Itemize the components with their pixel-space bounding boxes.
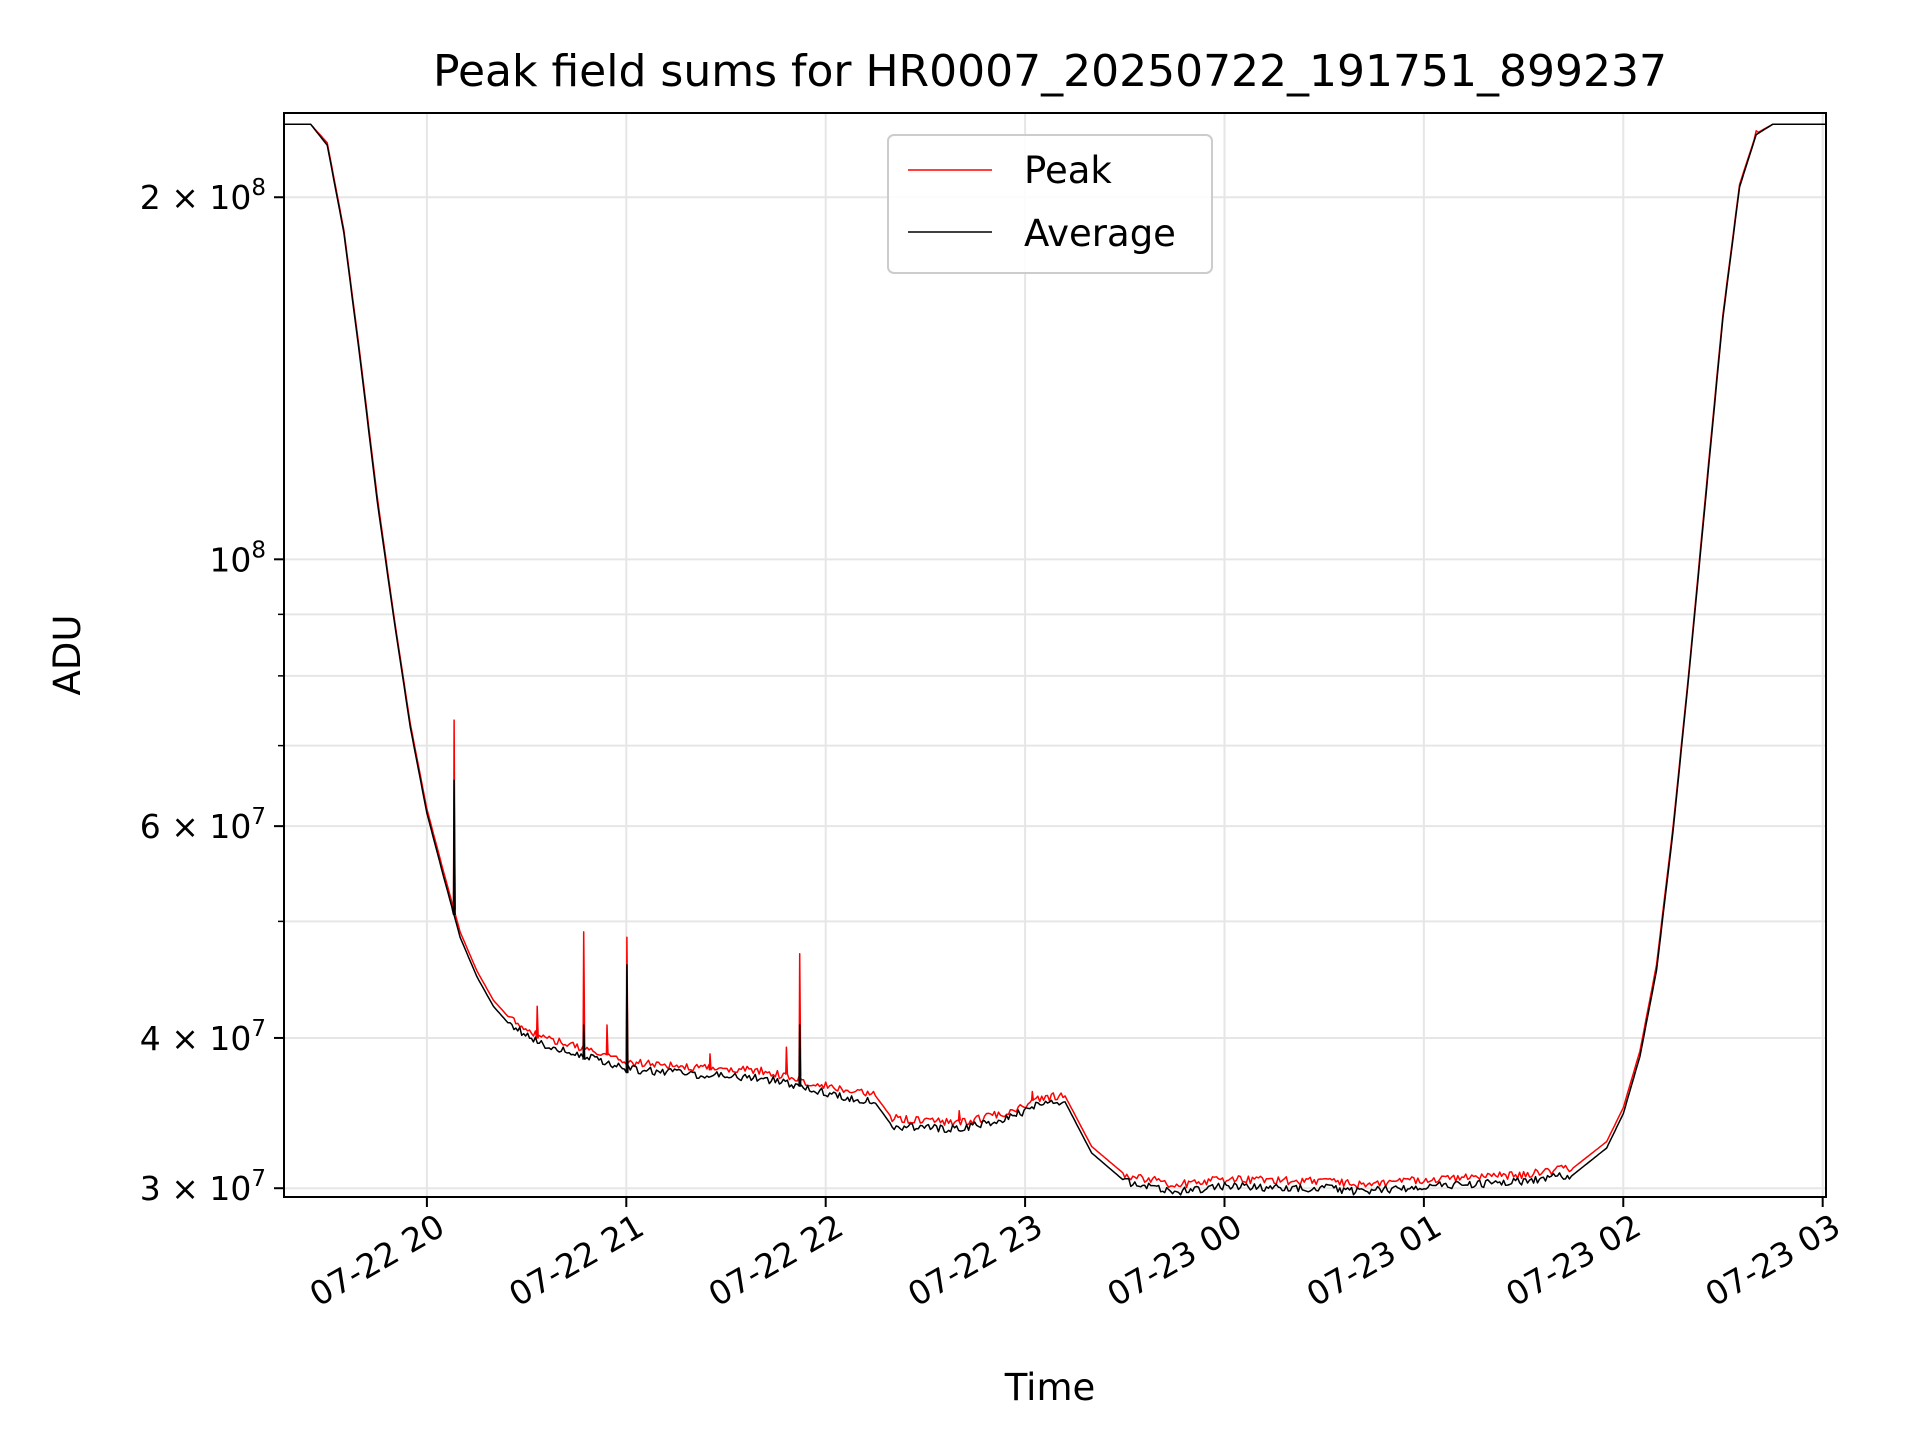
legend-label-peak: Peak [1024, 149, 1112, 192]
y-tick-label: 2 × 108 [140, 175, 266, 217]
series-line-average [284, 123, 1826, 1196]
y-tick-label: 3 × 107 [140, 1166, 266, 1208]
plot-frame [283, 112, 1827, 1198]
chart-title: Peak field sums for HR0007_20250722_1917… [433, 46, 1667, 97]
x-axis-label: Time [1004, 1366, 1096, 1409]
series-layer [284, 123, 1826, 1196]
legend[interactable]: Peak Average [887, 134, 1213, 274]
y-tick-label: 6 × 107 [140, 804, 266, 846]
y-axis-label: ADU [46, 615, 89, 696]
legend-label-average: Average [1024, 212, 1176, 255]
y-tick-label: 4 × 107 [140, 1016, 266, 1058]
series-line-peak [284, 123, 1826, 1190]
grid [284, 113, 1826, 1197]
y-tick-label: 108 [209, 537, 266, 579]
